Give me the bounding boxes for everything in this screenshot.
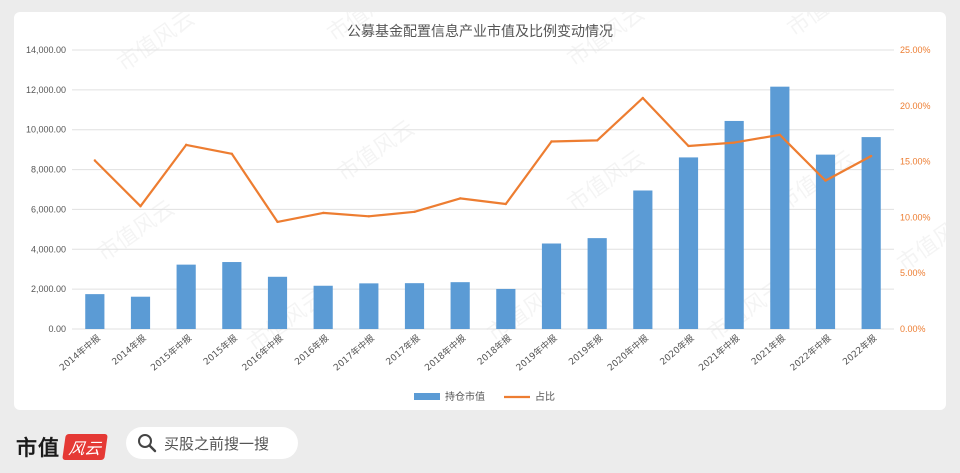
line-point [504, 202, 508, 206]
y-left-tick-label: 0.00 [48, 324, 66, 334]
watermark-text: 市值风云 [563, 12, 649, 72]
search-text: 买股之前搜一搜 [164, 434, 270, 453]
bar [541, 243, 562, 329]
search-box[interactable]: 买股之前搜一搜 [126, 427, 298, 459]
y-left-tick-label: 8,000.00 [31, 165, 66, 175]
chart-card: 市值风云市值风云市值风云市值风云市值风云市值风云市值风云市值风云市值风云市值风云… [14, 12, 946, 410]
bar [678, 157, 699, 329]
y-left-tick-label: 6,000.00 [31, 204, 66, 214]
legend-label-bar: 持仓市值 [445, 390, 485, 403]
y-left-tick-label: 10,000.00 [26, 125, 66, 135]
x-tick-label: 2018年中报 [422, 332, 468, 373]
line-point [230, 152, 234, 155]
line-point [413, 210, 416, 214]
y-right-tick-label: 10.00% [900, 212, 931, 222]
y-right-tick-label: 0.00% [900, 324, 926, 334]
y-right-tick-label: 25.00% [900, 45, 931, 55]
footer-bar: 市值 风云 买股之前搜一搜 [0, 410, 960, 473]
x-tick-label: 2022年报 [840, 332, 879, 367]
bar [267, 276, 288, 329]
x-tick-label: 2019年报 [566, 332, 605, 367]
x-tick-label: 2021年报 [749, 332, 788, 367]
brand-main-text: 市值 [16, 435, 60, 460]
y-right-tick-label: 20.00% [900, 101, 931, 111]
x-tick-label: 2017年中报 [331, 332, 377, 373]
line-point [824, 179, 827, 182]
watermark-text: 市值风云 [333, 116, 419, 187]
chart: 市值风云市值风云市值风云市值风云市值风云市值风云市值风云市值风云市值风云市值风云… [26, 12, 946, 403]
legend-swatch-bar [414, 393, 440, 400]
line-point [139, 205, 142, 208]
bar [404, 283, 425, 329]
line-point [550, 140, 553, 143]
x-tick-label: 2014年报 [109, 332, 148, 367]
bar [222, 262, 242, 329]
bar [724, 120, 744, 330]
bar [815, 154, 836, 329]
bar [587, 238, 607, 329]
x-tick-label: 2020年报 [657, 332, 696, 367]
x-tick-label: 2019年中报 [513, 332, 559, 373]
bar [770, 86, 790, 329]
watermark-text: 市值风云 [113, 12, 199, 77]
line-point [276, 220, 279, 224]
line-point [869, 154, 873, 158]
line-series [94, 96, 872, 223]
brand-logo[interactable]: 市值 风云 [16, 432, 108, 462]
x-tick-label: 2017年报 [383, 332, 422, 367]
bar [176, 264, 196, 329]
x-tick-label: 2014年中报 [57, 332, 103, 373]
bar [633, 190, 653, 329]
x-tick-label: 2015年报 [201, 332, 240, 367]
x-tick-label: 2015年中报 [148, 332, 194, 373]
bar [496, 288, 516, 329]
line-point [367, 215, 371, 218]
search-icon [138, 434, 157, 453]
x-tick-label: 2016年报 [292, 332, 331, 367]
legend-label-line: 占比 [535, 390, 555, 403]
x-tick-label: 2022年中报 [787, 332, 833, 373]
brand-script-text: 风云 [62, 434, 108, 460]
watermark-text: 市值风云 [93, 196, 179, 267]
bar [861, 137, 881, 329]
line-point [458, 197, 462, 200]
line-point [321, 211, 325, 215]
chart-title: 公募基金配置信息产业市值及比例变动情况 [347, 23, 613, 40]
line-point [184, 143, 188, 147]
line-point [93, 159, 97, 162]
bar [450, 282, 470, 329]
y-left-tick-label: 14,000.00 [26, 45, 66, 55]
y-right-tick-label: 5.00% [900, 268, 926, 278]
bar [359, 283, 379, 329]
y-left-tick-label: 12,000.00 [26, 85, 66, 95]
line-point [687, 144, 690, 148]
bar [313, 285, 333, 329]
bar [85, 294, 105, 329]
y-right-tick-label: 15.00% [900, 157, 931, 167]
line-point [641, 96, 645, 100]
watermark-text: 市值风云 [783, 12, 869, 42]
bar [130, 296, 151, 329]
y-left-tick-label: 4,000.00 [31, 244, 66, 254]
y-left-tick-label: 2,000.00 [31, 284, 66, 294]
line-point [732, 141, 736, 144]
line-point [778, 133, 782, 137]
x-tick-label: 2020年中报 [605, 332, 651, 373]
line-point [595, 139, 599, 142]
